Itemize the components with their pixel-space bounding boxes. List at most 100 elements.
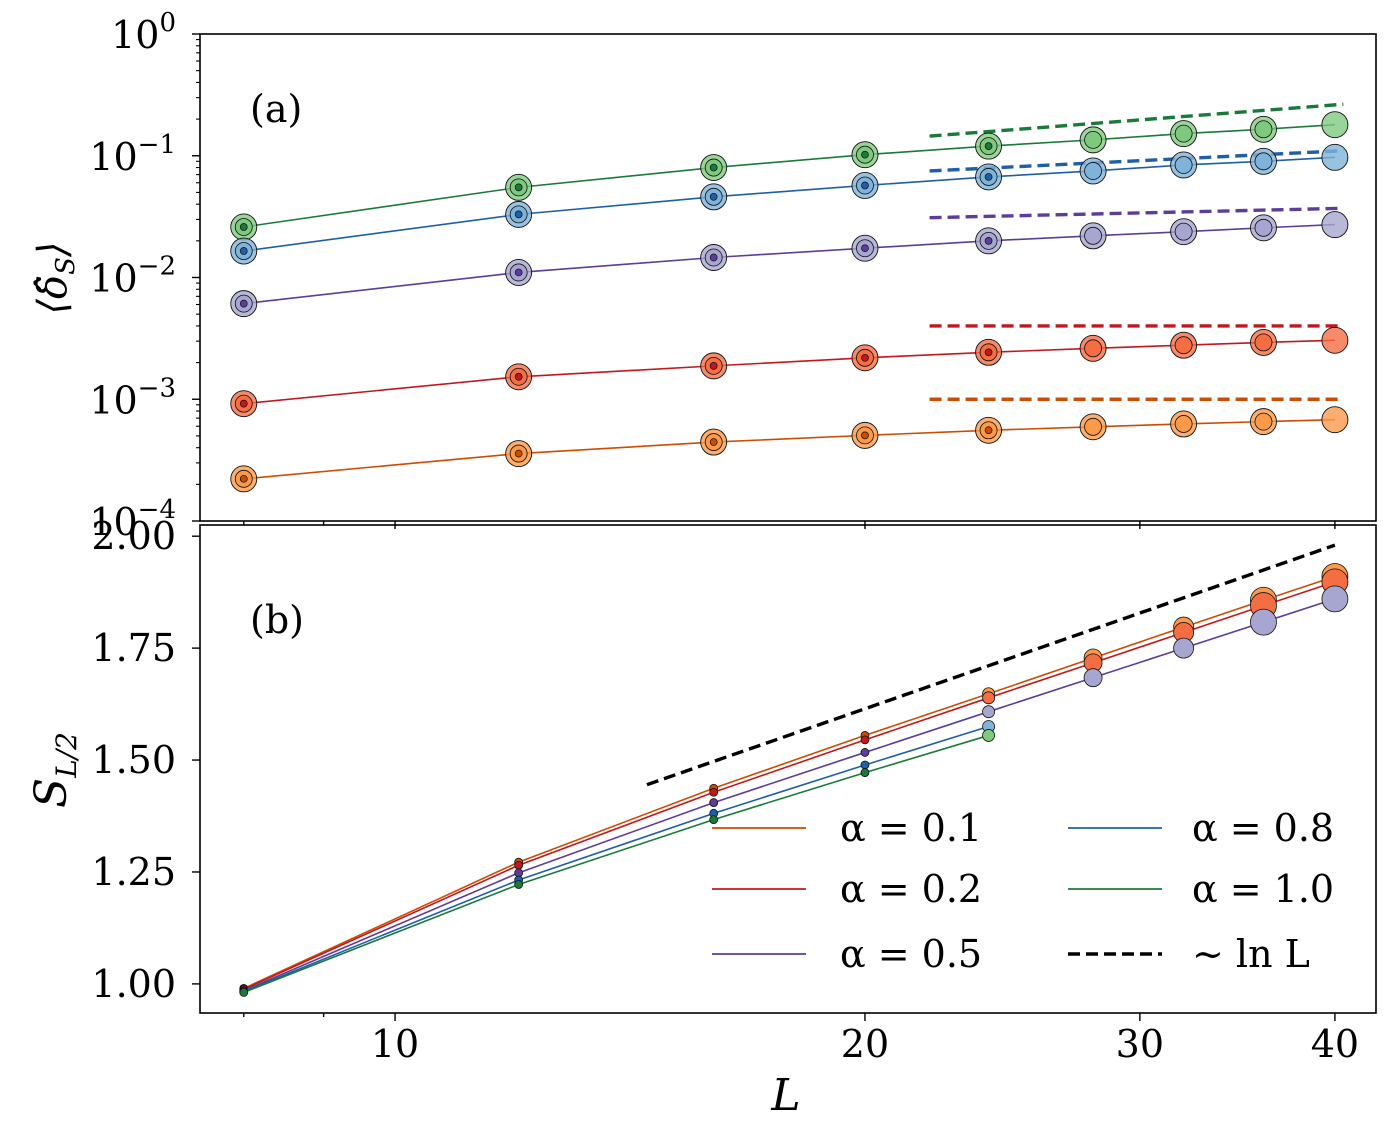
panel-b-label: (b) xyxy=(250,598,304,642)
panel-a-ticks xyxy=(192,33,1336,529)
x-axis-label: L xyxy=(770,1070,800,1121)
y-tick-label: 2.00 xyxy=(91,514,176,558)
panel-b-reference-line xyxy=(646,543,1336,787)
data-point xyxy=(514,860,524,870)
panel-a-ylabel: ⟨δ̂S⟩ xyxy=(30,241,81,314)
data-point xyxy=(860,768,870,777)
data-point-inner xyxy=(1254,412,1273,431)
data-point xyxy=(1321,326,1349,354)
data-point-core xyxy=(514,210,523,219)
legend-label: α = 0.1 xyxy=(840,806,982,850)
y-tick-label: 10−1 xyxy=(89,130,176,179)
data-point xyxy=(1321,111,1349,139)
panel-a-fit-lines xyxy=(929,102,1344,401)
panel-a-series xyxy=(230,111,1349,493)
x-tick-label: 10 xyxy=(371,1022,419,1066)
data-point xyxy=(860,748,870,757)
data-point-core xyxy=(984,142,993,150)
panel-a-label: (a) xyxy=(250,87,302,131)
data-point-inner xyxy=(1254,333,1273,352)
legend-label: α = 0.5 xyxy=(840,932,982,976)
y-tick-label-exponent: −2 xyxy=(138,252,176,282)
data-point-core xyxy=(239,399,248,408)
data-point-core xyxy=(984,173,993,181)
data-point xyxy=(1321,143,1349,171)
data-point-inner xyxy=(1174,156,1193,174)
y-tick-label: 1.00 xyxy=(91,962,176,1006)
data-point xyxy=(1250,608,1277,636)
series-line xyxy=(243,598,1336,992)
data-point-inner xyxy=(1084,162,1102,180)
data-point-core xyxy=(514,268,523,277)
y-tick-label-base: 10 xyxy=(89,500,137,544)
legend-label: α = 1.0 xyxy=(1192,867,1334,911)
reference-line-ln-L xyxy=(646,543,1336,787)
y-tick-label: 1.75 xyxy=(91,626,176,670)
data-point-inner xyxy=(1084,130,1102,149)
series-0-5 xyxy=(230,211,1349,318)
y-tick-label-base: 10 xyxy=(89,135,137,179)
series-line xyxy=(243,575,1336,990)
data-point xyxy=(709,798,719,807)
panel-b-frame xyxy=(199,524,1377,1014)
y-tick-label-base: 10 xyxy=(89,378,137,422)
y-tick-label-exponent: −4 xyxy=(138,495,176,525)
data-point-core xyxy=(861,353,869,362)
y-tick-label: 1.50 xyxy=(91,738,176,782)
data-point-inner xyxy=(1254,152,1273,171)
data-point xyxy=(1321,585,1349,613)
series-0-8 xyxy=(239,720,995,996)
series-1-0 xyxy=(239,729,995,997)
data-point-core xyxy=(984,236,993,245)
y-tick-label: 100 xyxy=(111,8,176,57)
data-point xyxy=(1321,211,1349,239)
y-tick-label: 1.25 xyxy=(91,850,176,894)
y-tick-label-exponent: 0 xyxy=(159,8,176,38)
data-point-core xyxy=(709,438,718,446)
series-0-5 xyxy=(239,585,1349,996)
series-1-0 xyxy=(230,111,1349,241)
fit-line-0-5 xyxy=(929,206,1344,220)
series-0-2 xyxy=(239,568,1349,994)
legend: α = 0.1 α = 0.8 α = 0.2 α = 1.0 α = 0.5 ∼ ln … xyxy=(712,806,1334,976)
data-point xyxy=(982,729,995,742)
data-point xyxy=(982,691,995,705)
data-point-core xyxy=(239,247,248,255)
legend-label: α = 0.8 xyxy=(1192,806,1334,850)
y-tick-label-exponent: −3 xyxy=(138,373,176,403)
series-0-8 xyxy=(230,143,1349,265)
series-0-2 xyxy=(230,326,1349,418)
data-point-inner xyxy=(1084,226,1102,245)
data-point-inner xyxy=(1084,417,1102,436)
y-tick-label: 10−2 xyxy=(89,252,176,301)
y-tick-label-base: 10 xyxy=(111,13,159,57)
data-point xyxy=(709,787,719,797)
data-point-inner xyxy=(1254,218,1273,237)
data-point-core xyxy=(709,362,718,370)
data-point-core xyxy=(709,163,718,172)
data-point-core xyxy=(861,150,869,159)
data-point-core xyxy=(709,253,718,262)
data-point-inner xyxy=(1084,339,1102,358)
legend-label: ∼ ln L xyxy=(1192,932,1310,976)
data-point-core xyxy=(861,431,869,440)
y-tick-label: 10−4 xyxy=(89,495,176,544)
data-point-core xyxy=(239,299,248,308)
panel-b-series xyxy=(239,563,1349,997)
data-point xyxy=(1173,637,1195,659)
data-point-core xyxy=(861,181,869,190)
data-point-inner xyxy=(1174,336,1193,355)
x-tick-label: 30 xyxy=(1116,1022,1164,1066)
y-tick-label: 10−3 xyxy=(89,373,176,422)
data-point xyxy=(514,880,524,889)
data-point-core xyxy=(984,426,993,435)
svg-text:SL/2: SL/2 xyxy=(26,732,83,808)
panel-b-ytick-labels: 1.00 1.25 1.50 1.75 2.00 xyxy=(91,514,176,1006)
legend-label: α = 0.2 xyxy=(840,867,982,911)
data-point-core xyxy=(239,223,248,231)
data-point xyxy=(860,760,870,770)
data-point xyxy=(709,815,719,824)
